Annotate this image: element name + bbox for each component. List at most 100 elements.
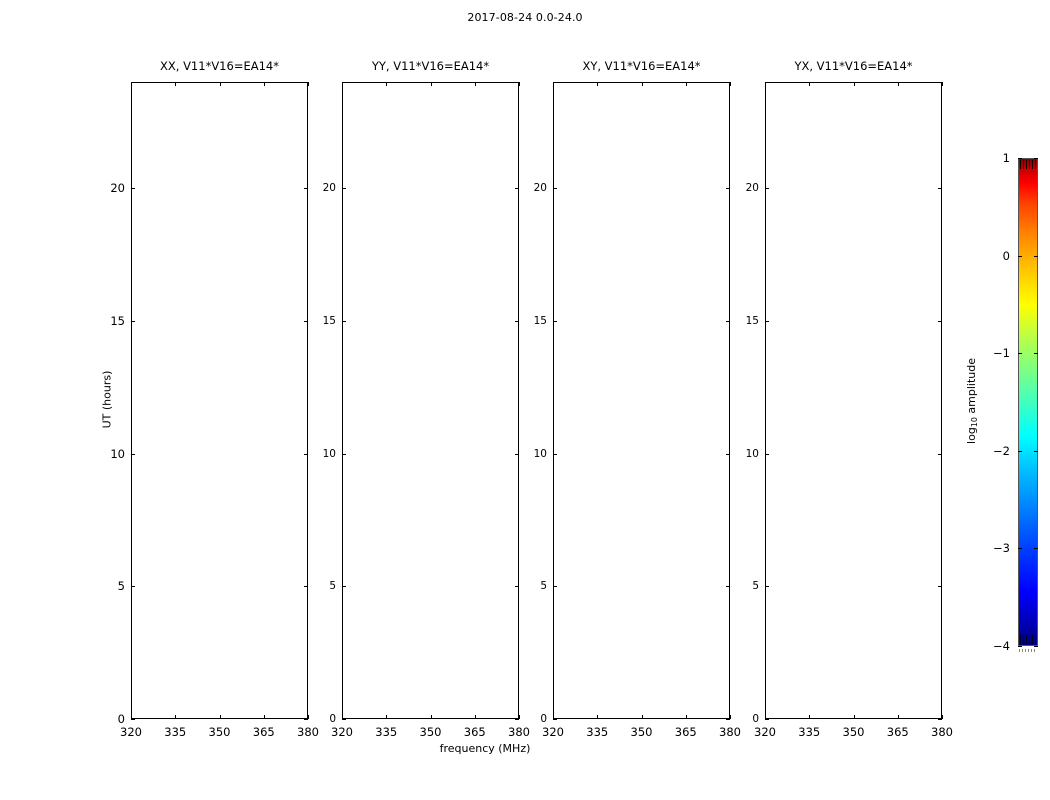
panel-title-xx: XX, V11*V16=EA14* bbox=[160, 59, 279, 73]
colorbar-tick-label: 1 bbox=[1002, 151, 1010, 165]
x-tick bbox=[641, 82, 643, 86]
x-tick bbox=[474, 715, 476, 719]
y-tick-label: 0 bbox=[540, 713, 547, 725]
y-tick bbox=[131, 453, 135, 455]
x-tick bbox=[175, 715, 177, 719]
y-tick-label: 20 bbox=[533, 182, 547, 195]
x-tick bbox=[641, 715, 643, 719]
y-tick-label: 0 bbox=[752, 713, 759, 725]
x-tick-label: 335 bbox=[164, 725, 187, 739]
x-tick bbox=[597, 715, 599, 719]
y-tick bbox=[304, 320, 308, 322]
colorbar-tick bbox=[1018, 548, 1022, 550]
x-tick bbox=[263, 82, 265, 86]
x-tick bbox=[430, 715, 432, 719]
y-tick bbox=[131, 188, 135, 190]
x-tick-label: 365 bbox=[252, 725, 275, 739]
y-tick-label: 5 bbox=[752, 580, 759, 593]
x-tick bbox=[308, 715, 309, 719]
y-tick bbox=[304, 719, 308, 720]
y-tick bbox=[553, 453, 557, 455]
x-tick-label: 365 bbox=[886, 725, 909, 739]
x-tick bbox=[386, 715, 388, 719]
colorbar-tick bbox=[1034, 450, 1038, 452]
y-tick-label: 15 bbox=[322, 314, 336, 327]
colorbar-tick bbox=[1018, 646, 1022, 647]
x-tick-label: 320 bbox=[754, 725, 776, 739]
x-tick-label: 365 bbox=[463, 725, 486, 739]
x-tick-label: 320 bbox=[542, 725, 564, 739]
y-tick bbox=[726, 719, 730, 720]
colorbar-gradient bbox=[1018, 158, 1038, 646]
y-axis-label: UT (hours) bbox=[100, 370, 114, 428]
y-tick bbox=[553, 719, 557, 720]
colorbar-tick-label: −4 bbox=[993, 639, 1010, 653]
y-tick bbox=[765, 719, 769, 720]
y-tick bbox=[765, 453, 769, 455]
y-tick-label: 15 bbox=[745, 314, 759, 327]
x-tick-label: 350 bbox=[842, 725, 865, 739]
y-tick bbox=[342, 188, 346, 190]
colorbar-tick-label: −2 bbox=[993, 443, 1010, 458]
y-tick bbox=[938, 586, 942, 588]
y-tick-label: 5 bbox=[329, 580, 336, 593]
x-tick-label: 320 bbox=[120, 725, 142, 739]
y-tick bbox=[765, 320, 769, 322]
y-tick bbox=[938, 188, 942, 190]
x-tick bbox=[342, 82, 343, 86]
x-tick bbox=[553, 715, 554, 719]
x-tick-label: 380 bbox=[508, 725, 530, 739]
x-tick bbox=[685, 715, 687, 719]
y-tick-label: 20 bbox=[110, 181, 125, 196]
x-tick bbox=[553, 82, 554, 86]
panel-title-xy: XY, V11*V16=EA14* bbox=[582, 59, 701, 73]
panel-xy[interactable]: XY, V11*V16=EA14* bbox=[553, 59, 731, 720]
colorbar-under-hatch bbox=[1020, 635, 1036, 644]
axes-frame-xx bbox=[131, 82, 308, 719]
figure-suptitle: 2017-08-24 0.0-24.0 bbox=[467, 11, 583, 24]
y-tick bbox=[304, 188, 308, 190]
colorbar[interactable] bbox=[1018, 158, 1038, 647]
x-tick bbox=[430, 82, 432, 86]
x-tick bbox=[765, 82, 766, 86]
y-tick bbox=[131, 320, 135, 322]
axes-frame-yy bbox=[342, 82, 519, 719]
panel-title-yx: YX, V11*V16=EA14* bbox=[794, 59, 913, 73]
x-tick bbox=[474, 82, 476, 86]
y-tick bbox=[515, 586, 519, 588]
x-tick bbox=[942, 715, 943, 719]
x-tick bbox=[219, 715, 221, 719]
colorbar-tick-label: −1 bbox=[993, 346, 1010, 361]
x-tick bbox=[342, 715, 343, 719]
colorbar-tick bbox=[1034, 255, 1038, 257]
x-tick bbox=[730, 82, 731, 86]
x-tick bbox=[942, 82, 943, 86]
y-tick bbox=[553, 320, 557, 322]
colorbar-tick bbox=[1018, 255, 1022, 257]
panel-yy[interactable]: YY, V11*V16=EA14* bbox=[342, 59, 520, 720]
y-tick bbox=[765, 586, 769, 588]
panel-xx[interactable]: XX, V11*V16=EA14* bbox=[131, 59, 309, 720]
y-tick bbox=[342, 320, 346, 322]
y-tick bbox=[342, 719, 346, 720]
y-tick bbox=[553, 188, 557, 190]
y-tick-label: 15 bbox=[110, 313, 125, 328]
x-tick bbox=[809, 82, 811, 86]
x-tick bbox=[765, 715, 766, 719]
y-tick bbox=[304, 586, 308, 588]
x-tick bbox=[809, 715, 811, 719]
y-tick bbox=[515, 320, 519, 322]
x-tick bbox=[597, 82, 599, 86]
x-tick bbox=[519, 715, 520, 719]
axes-frame-yx bbox=[765, 82, 942, 719]
y-tick bbox=[304, 453, 308, 455]
colorbar-masked-swatch bbox=[1019, 649, 1037, 652]
y-tick-label: 10 bbox=[533, 447, 547, 460]
x-tick bbox=[175, 82, 177, 86]
y-tick bbox=[938, 719, 942, 720]
panel-yx[interactable]: YX, V11*V16=EA14* bbox=[765, 59, 943, 720]
x-tick bbox=[519, 82, 520, 86]
colorbar-tick bbox=[1034, 158, 1038, 159]
y-tick-label: 0 bbox=[117, 712, 125, 726]
